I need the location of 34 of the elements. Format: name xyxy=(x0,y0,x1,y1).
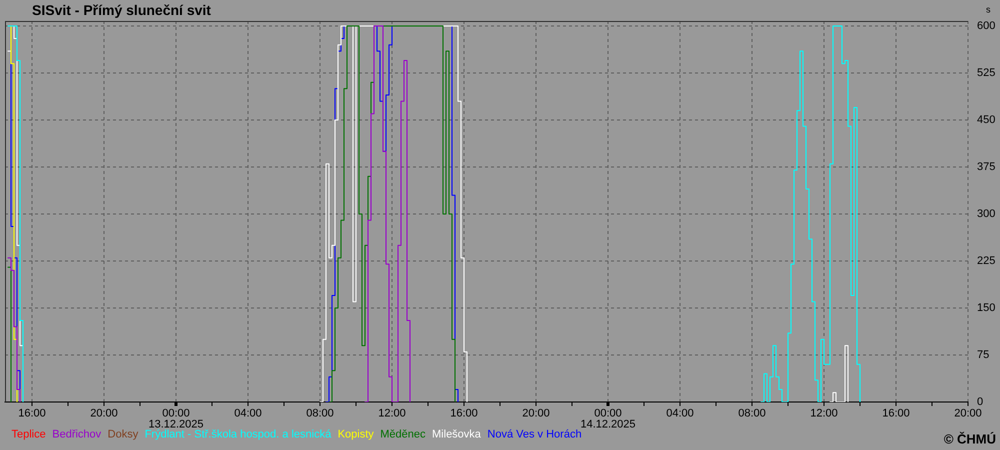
text: Kopisty xyxy=(338,428,374,441)
legend-label: Doksy xyxy=(108,428,139,441)
x-tick-label: 00:00 14.12.2025 xyxy=(580,408,636,431)
x-tick-label: 16:00 xyxy=(882,408,910,420)
y-tick-label: 75 xyxy=(977,349,990,362)
x-tick-label: 20:00 xyxy=(954,408,982,420)
x-tick-label: 16:00 xyxy=(450,408,478,420)
x-tick-label: 00:00 13.12.2025 xyxy=(148,408,204,431)
legend-label: Teplice xyxy=(12,428,46,441)
x-tick-label: 08:00 xyxy=(738,408,766,420)
text: Bedřichov xyxy=(52,428,102,441)
y-tick-label: 600 xyxy=(977,20,996,32)
chart-title: SISvit - Přímý sluneční svit xyxy=(32,2,212,18)
text: Frýdlant - Stř.škola hospod. a lesnická xyxy=(144,428,332,441)
x-tick-label: 04:00 xyxy=(666,408,694,420)
y-tick-label: 375 xyxy=(977,161,996,174)
y-tick-label: 225 xyxy=(977,255,996,268)
y-tick-label: 525 xyxy=(977,67,996,80)
y-tick-label: 300 xyxy=(977,208,996,220)
x-tick-label: 20:00 xyxy=(90,408,118,420)
text: Měděnec xyxy=(380,428,426,441)
y-tick-label: 150 xyxy=(977,302,996,314)
x-tick-label: 16:00 xyxy=(18,408,46,420)
text: Nová Ves v Horách xyxy=(487,428,582,441)
x-tick-label: 12:00 xyxy=(378,408,406,420)
y-tick-label: 450 xyxy=(977,114,996,126)
x-tick-label: 08:00 xyxy=(306,408,334,420)
x-tick-label: 12:00 xyxy=(810,408,838,420)
text: © ČHMÚ xyxy=(944,432,996,447)
text: Milešovka xyxy=(432,428,482,441)
x-tick-label: 04:00 xyxy=(234,408,262,420)
x-tick-label: 20:00 xyxy=(522,408,550,420)
y-tick-label: 0 xyxy=(977,396,984,408)
y-axis-title: s xyxy=(986,4,991,14)
